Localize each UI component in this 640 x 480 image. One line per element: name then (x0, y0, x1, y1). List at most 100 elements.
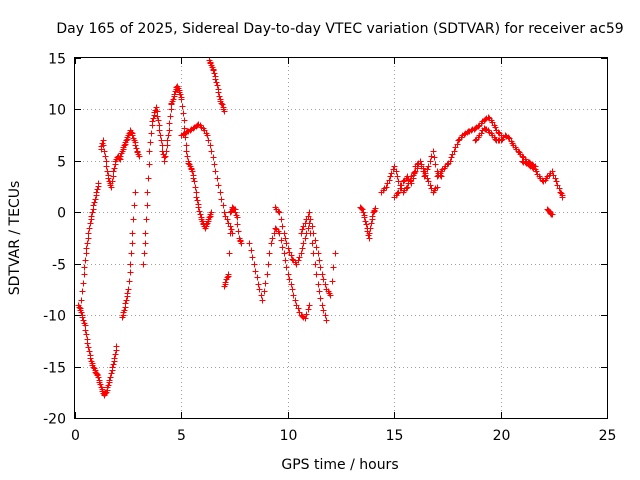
data-point (295, 305, 302, 312)
data-point (87, 355, 94, 362)
data-point (106, 377, 113, 384)
data-point (283, 240, 290, 247)
data-point (369, 213, 376, 220)
series-arc-6 (168, 83, 215, 232)
data-point (286, 276, 293, 283)
data-point (319, 271, 326, 278)
data-point (302, 235, 309, 242)
data-point (90, 202, 97, 209)
data-point (368, 220, 375, 227)
data-point (249, 254, 256, 261)
data-point (80, 280, 87, 287)
data-point (424, 166, 431, 173)
y-tick-label: 5 (57, 155, 66, 171)
data-point (313, 244, 320, 251)
data-point (149, 118, 156, 125)
data-point (161, 158, 168, 165)
x-tick-label: 25 (599, 428, 617, 444)
data-point (132, 189, 139, 196)
data-point (427, 182, 434, 189)
data-point (128, 129, 135, 136)
data-point (316, 257, 323, 264)
data-point (93, 189, 100, 196)
data-point (191, 178, 198, 185)
data-point (398, 182, 405, 189)
data-point (219, 101, 226, 108)
data-point (309, 223, 316, 230)
y-tick-label: -15 (43, 361, 66, 377)
data-point (427, 158, 434, 165)
data-point (126, 278, 133, 285)
data-point (276, 209, 283, 216)
data-point (162, 153, 169, 160)
data-point (195, 204, 202, 211)
data-point (330, 264, 337, 271)
data-point (78, 297, 85, 304)
data-point (227, 223, 234, 230)
data-point (288, 281, 295, 288)
data-point (189, 168, 196, 175)
data-point (131, 202, 138, 209)
data-point (320, 307, 327, 314)
data-point (220, 202, 227, 209)
data-point (205, 137, 212, 144)
data-point (322, 281, 329, 288)
data-point (282, 235, 289, 242)
data-point (234, 214, 241, 221)
data-point (218, 196, 225, 203)
data-point (103, 163, 110, 170)
data-point (214, 82, 221, 89)
data-point (404, 184, 411, 191)
data-point (404, 173, 411, 180)
data-point (79, 314, 86, 321)
data-point (129, 240, 136, 247)
data-point (553, 178, 560, 185)
data-point (225, 271, 232, 278)
data-point (108, 370, 115, 377)
data-point (431, 154, 438, 161)
data-point (210, 67, 217, 74)
data-point (266, 250, 273, 257)
data-point (82, 327, 89, 334)
data-point (367, 225, 374, 232)
data-point (104, 168, 111, 175)
data-point (298, 250, 305, 257)
x-axis-label: GPS time / hours (281, 457, 398, 473)
data-point (293, 261, 300, 268)
data-point (156, 127, 163, 134)
data-point (181, 117, 188, 124)
data-point (190, 175, 197, 182)
data-point (320, 276, 327, 283)
data-point (142, 230, 149, 237)
data-point (559, 194, 566, 201)
data-point (146, 161, 153, 168)
data-point (183, 148, 190, 155)
data-point (221, 209, 228, 216)
data-point (323, 317, 330, 324)
data-point (428, 153, 435, 160)
series-arc-10 (246, 225, 313, 322)
data-point (108, 184, 115, 191)
data-point (315, 281, 322, 288)
data-point (307, 216, 314, 223)
data-point (418, 163, 425, 170)
data-point (533, 168, 540, 175)
data-point (164, 137, 171, 144)
data-point (425, 178, 432, 185)
data-point (193, 194, 200, 201)
series-arc-15 (391, 148, 445, 201)
data-point (256, 286, 263, 293)
data-point (246, 240, 253, 247)
data-point (121, 142, 128, 149)
data-point (154, 113, 161, 120)
data-point (171, 91, 178, 98)
y-tick-label: 10 (48, 103, 66, 119)
data-point (275, 208, 282, 215)
data-point (148, 130, 155, 137)
data-point (255, 281, 262, 288)
data-point (278, 237, 285, 244)
data-point (289, 256, 296, 263)
data-point (298, 230, 305, 237)
x-tick-label: 20 (493, 428, 511, 444)
series-arc-5 (140, 104, 175, 268)
